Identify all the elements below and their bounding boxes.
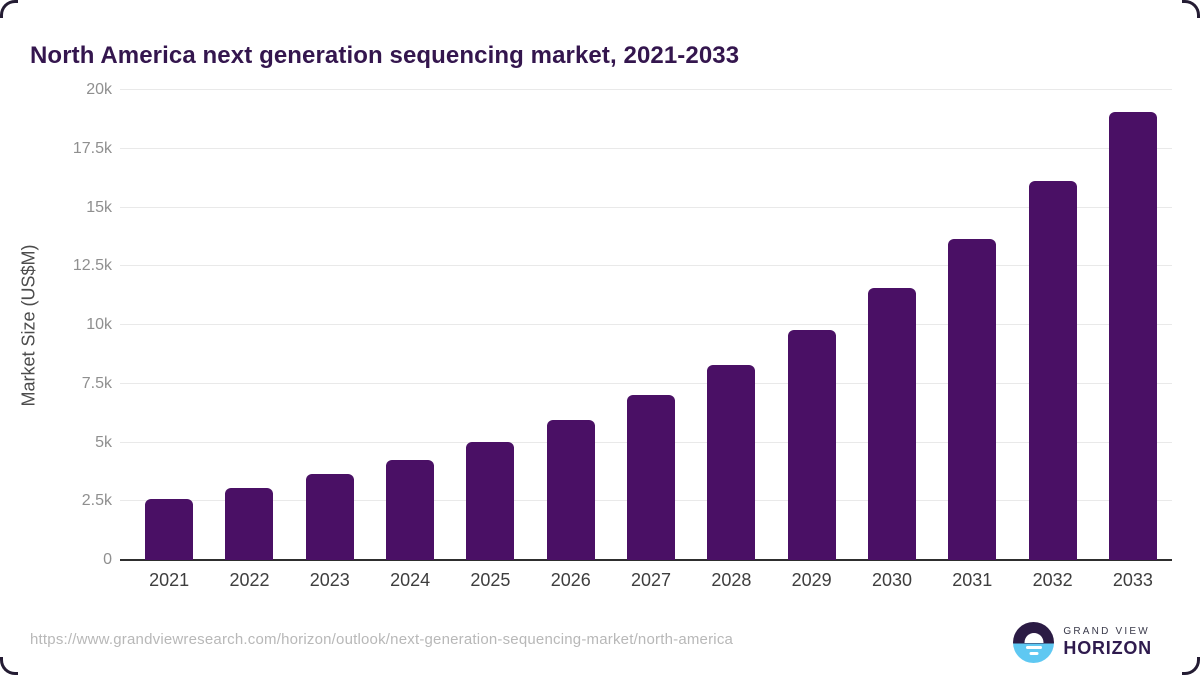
bar-2033[interactable] <box>1108 112 1157 560</box>
y-tick-label-0: 0 <box>103 551 112 568</box>
bar-slot-2026 <box>531 90 611 560</box>
bar-2032[interactable] <box>1028 181 1077 560</box>
bar-slot-2031 <box>932 90 1012 560</box>
x-tick-label-2031: 2031 <box>952 570 993 590</box>
bar-slot-2027 <box>611 90 691 560</box>
grand-view-horizon-logo: GRAND VIEW HORIZON <box>1013 621 1152 663</box>
frame-corner-top-right <box>1182 0 1200 18</box>
y-tick-label-10k: 10k <box>86 316 112 333</box>
y-tick-label-5k: 5k <box>95 433 112 451</box>
y-tick-label-2.5k: 2.5k <box>81 492 112 510</box>
bar-2024[interactable] <box>386 459 435 560</box>
bar-slot-2024 <box>370 90 450 560</box>
gridline-17.5k <box>120 147 1172 149</box>
gridline-20k <box>120 89 1172 90</box>
x-tick-label-2022: 2022 <box>229 570 270 590</box>
gridline-7.5k <box>120 382 1172 384</box>
bar-slot-2022 <box>209 90 289 560</box>
sun-dome-shape <box>1024 633 1044 644</box>
frame-corner-top-left <box>0 0 18 18</box>
x-tick-label-2021: 2021 <box>149 570 190 590</box>
x-tick-label-2024: 2024 <box>390 570 431 590</box>
sun-reflection-line-1 <box>1025 646 1042 650</box>
bar-slot-2028 <box>691 90 771 560</box>
x-tick-label-2023: 2023 <box>309 570 350 590</box>
bar-slot-2029 <box>772 90 852 560</box>
gridline-15k <box>120 206 1172 208</box>
bar-2022[interactable] <box>225 488 274 560</box>
bar-2031[interactable] <box>948 238 997 560</box>
bar-slot-2033 <box>1093 90 1173 560</box>
x-tick-label-2026: 2026 <box>550 570 591 590</box>
y-tick-label-7.5k: 7.5k <box>81 374 112 392</box>
bar-2025[interactable] <box>466 442 515 560</box>
bar-slot-2032 <box>1012 90 1092 560</box>
y-tick-labels: 0 2.5k 5k 7.5k 10k 12.5k 15k 17.5k 20k <box>0 82 112 568</box>
x-tick-label-2025: 2025 <box>470 570 511 590</box>
x-tick-label-2032: 2032 <box>1032 570 1073 590</box>
x-tick-label-2029: 2029 <box>791 570 832 590</box>
x-axis-line <box>120 559 1172 561</box>
y-tick-label-12.5k: 12.5k <box>72 257 112 275</box>
bar-slot-2023 <box>290 90 370 560</box>
x-tick-label-2033: 2033 <box>1112 570 1153 590</box>
horizon-sun-icon <box>1013 621 1055 663</box>
bar-2026[interactable] <box>546 420 595 560</box>
bar-slot-2021 <box>129 90 209 560</box>
bar-2021[interactable] <box>145 499 194 560</box>
logo-text: GRAND VIEW HORIZON <box>1063 626 1152 659</box>
logo-brand-name: GRAND VIEW <box>1063 625 1150 637</box>
x-tick-labels: 2021 2022 2023 2024 2025 2026 2027 2028 2029 2030… <box>129 570 1173 591</box>
source-url: https://www.grandviewresearch.com/horizo… <box>30 631 734 648</box>
bar-slot-2025 <box>450 90 530 560</box>
bar-2029[interactable] <box>787 329 836 560</box>
logo-product-name: HORIZON <box>1063 637 1152 658</box>
bar-2023[interactable] <box>305 474 354 560</box>
bar-slot-2030 <box>852 90 932 560</box>
frame-corner-bottom-right <box>1182 657 1200 675</box>
bar-2030[interactable] <box>867 288 916 560</box>
y-tick-label-17.5k: 17.5k <box>72 139 112 157</box>
y-tick-label-15k: 15k <box>86 198 112 216</box>
chart-title: North America next generation sequencing… <box>30 42 740 70</box>
bar-2027[interactable] <box>627 395 676 560</box>
gridline-12.5k <box>120 265 1172 267</box>
x-tick-label-2030: 2030 <box>871 570 912 590</box>
bar-series <box>129 90 1173 560</box>
gridline-10k <box>120 324 1172 325</box>
x-tick-label-2028: 2028 <box>711 570 752 590</box>
sun-reflection-line-2 <box>1029 652 1039 656</box>
bar-2028[interactable] <box>707 365 756 560</box>
x-tick-label-2027: 2027 <box>631 570 672 590</box>
frame-corner-bottom-left <box>0 657 18 675</box>
y-tick-label-20k: 20k <box>86 81 112 98</box>
